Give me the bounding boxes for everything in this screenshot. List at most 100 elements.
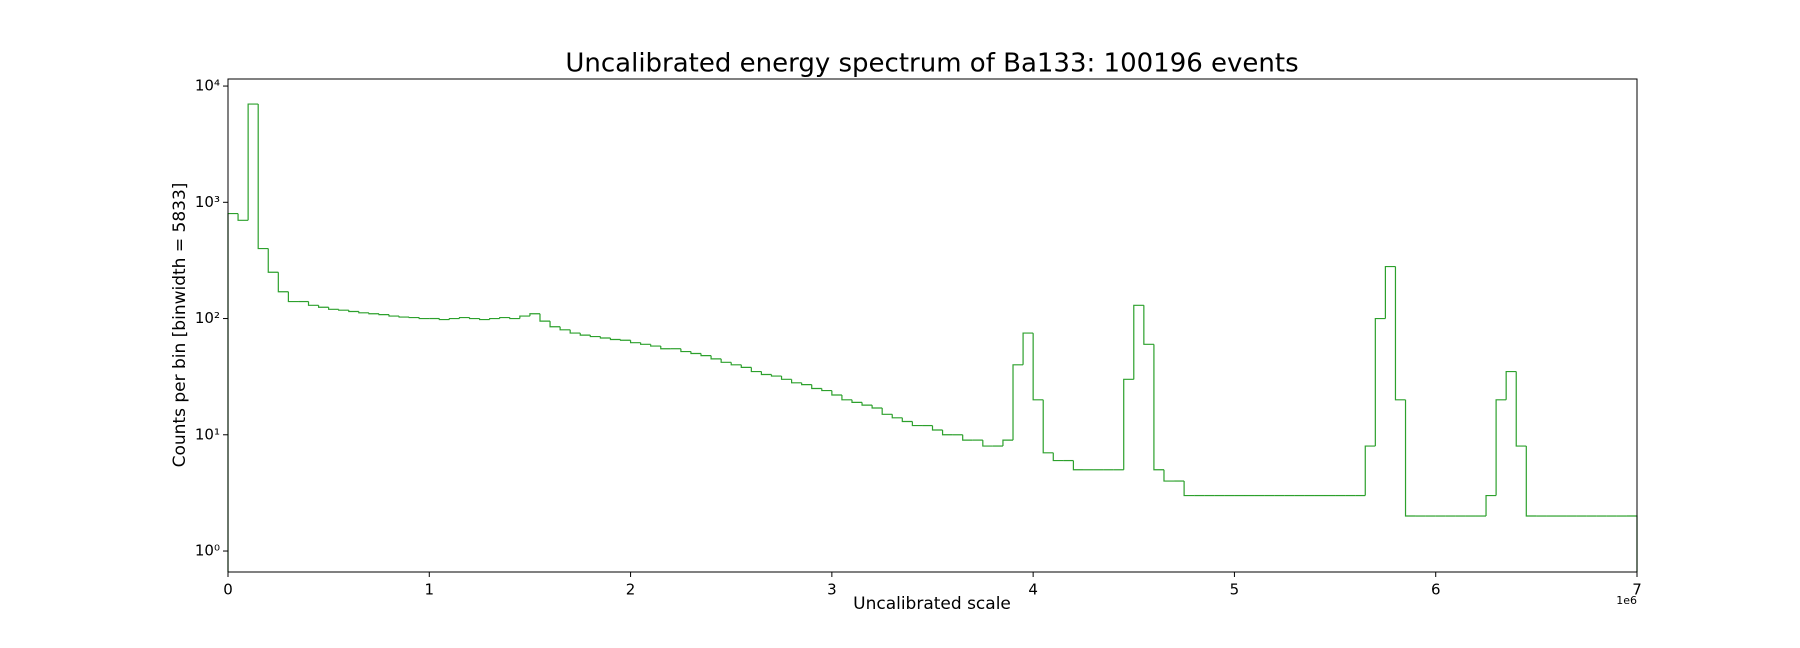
histogram-step [398,316,410,318]
histogram-step [780,376,792,380]
axes-frame [227,78,1638,573]
histogram-step [368,312,379,315]
histogram-step [700,353,712,357]
histogram-step [227,212,239,572]
histogram-step [1374,317,1386,447]
histogram-step [509,317,520,320]
histogram-step [690,351,702,355]
histogram-step [931,425,943,431]
histogram-step [941,429,953,436]
histogram-step [619,339,631,341]
histogram-step [821,388,832,392]
x-tick-label: 6 [1431,581,1441,599]
y-tick-label: 10⁰ [195,542,220,560]
histogram-step [358,311,369,314]
histogram-step [811,384,822,390]
histogram-step [1022,332,1034,365]
histogram-step [559,326,571,331]
histogram-step [448,317,460,320]
histogram-step [499,316,510,319]
histogram-step [338,309,349,311]
x-tick-label: 3 [827,581,837,599]
histogram-step [1404,399,1416,517]
y-tick-label: 10³ [195,193,220,211]
x-tick-label: 2 [626,581,636,599]
histogram-step [247,103,259,221]
histogram-step [881,407,893,415]
histogram-step [579,333,591,336]
histogram-step [1072,460,1084,471]
histogram-step [791,379,802,384]
histogram-step [861,402,873,406]
histogram-step [1133,304,1144,380]
histogram-step [770,374,782,377]
histogram-step [1495,399,1507,496]
histogram-step [267,248,279,273]
histogram-step [730,362,742,366]
histogram-step [1143,305,1154,345]
y-tick-label: 10⁴ [195,77,220,95]
histogram-step [307,301,319,306]
histogram-step [277,272,289,293]
x-tick-label: 7 [1632,581,1642,599]
histogram-step [317,305,329,308]
histogram-step [479,318,490,321]
histogram-step [801,382,812,386]
histogram-step [1384,265,1396,319]
histogram-step [489,317,500,320]
y-axis-label: Counts per bin [binwidth = 5833] [170,183,190,468]
y-tick-label: 10² [195,309,220,327]
histogram-step [650,344,661,347]
y-tick-label: 10¹ [195,425,220,443]
histogram-step [1394,266,1406,401]
chart-title: Uncalibrated energy spectrum of Ba133: 1… [565,49,1298,79]
histogram-step [891,414,903,419]
histogram-step [760,371,772,376]
histogram-step [1012,364,1024,441]
histogram-step [629,340,641,344]
histogram-step [750,367,762,373]
histogram-step [1183,481,1195,497]
histogram-step [640,342,651,345]
histogram-step [871,405,883,409]
histogram-step [589,335,601,338]
plot-area [227,103,1638,572]
histogram-step [720,358,732,363]
histogram-step [982,440,993,447]
histogram-step [539,313,551,322]
histogram-step [1163,469,1175,482]
histogram-step [468,317,480,320]
x-tick-label: 0 [223,581,233,599]
histogram-step [418,317,430,320]
x-tick-label: 5 [1230,581,1240,599]
histogram-step [740,364,752,368]
histogram-step [1042,399,1054,454]
histogram-step [1505,370,1517,400]
x-axis-label: Uncalibrated scale [853,594,1011,614]
histogram-step [458,316,470,319]
histogram-step [257,104,269,250]
histogram-step [710,355,722,360]
histogram-step [348,310,359,313]
histogram-step [1515,371,1527,447]
histogram-step [1002,439,1014,447]
histogram-step [962,434,973,441]
histogram-step [287,291,299,303]
histogram-step [438,318,450,321]
histogram-step [609,338,621,341]
histogram-step [549,321,561,328]
histogram-step [911,421,923,427]
histogram-step [569,329,581,334]
histogram-step [519,315,530,319]
histogram-step [328,307,339,310]
histogram-step [680,348,691,353]
histogram-step [529,313,540,317]
histogram-step [1525,446,1537,517]
histogram-step [237,213,249,221]
histogram-step [1485,494,1497,517]
histogram-step [841,394,852,401]
histogram-step [1123,378,1134,470]
histogram-step [599,336,611,339]
